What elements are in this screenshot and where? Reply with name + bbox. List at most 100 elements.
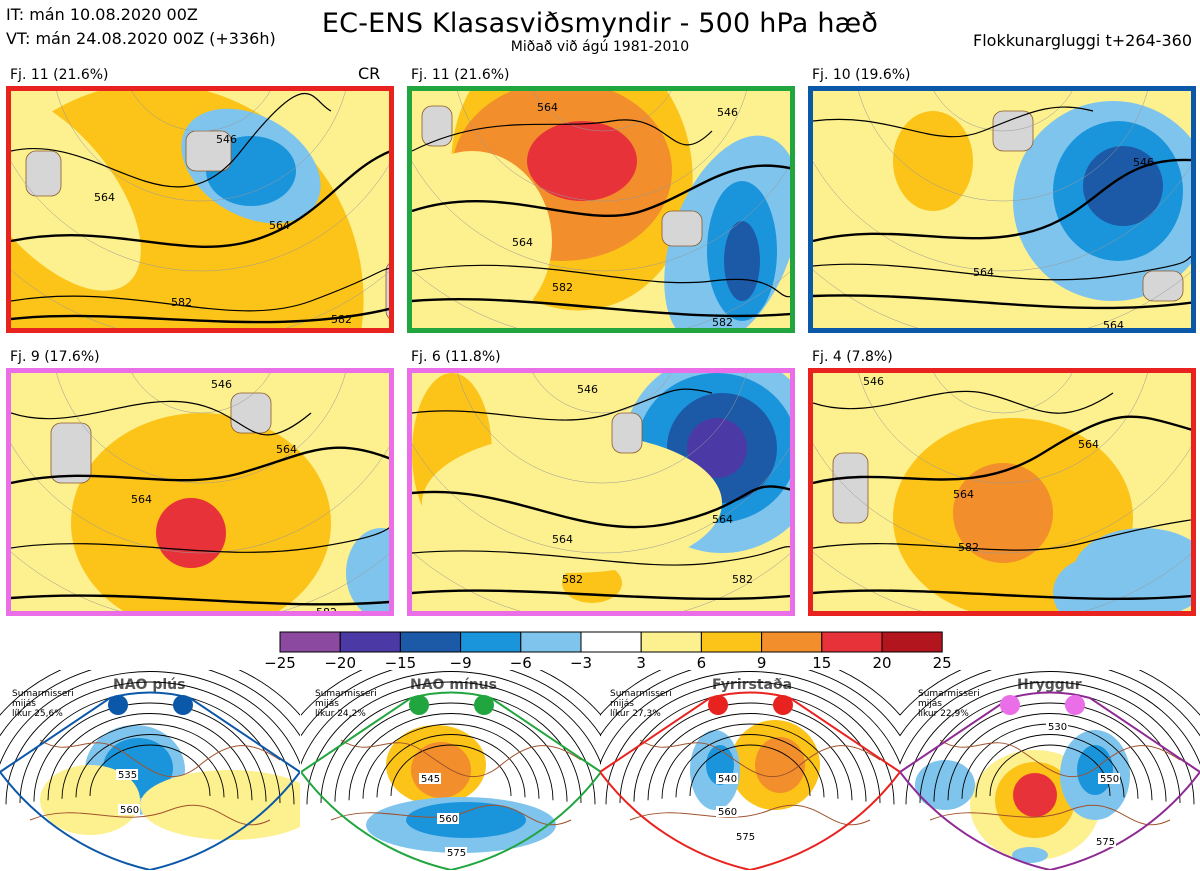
graticule <box>933 373 1073 414</box>
regime-contour-label: 560 <box>120 805 139 816</box>
colorbar-segment <box>460 631 522 653</box>
regime-height-contour <box>605 681 895 805</box>
regime-height-contour <box>301 671 601 766</box>
contour-label-bg <box>1094 836 1116 847</box>
anomaly-field <box>893 111 973 211</box>
colorbar-tick-label: −15 <box>384 654 417 672</box>
contour-label: 546 <box>577 383 598 396</box>
panel-4-label: Fj. 9 (17.6%) <box>10 349 100 365</box>
contour-label: 546 <box>1133 156 1154 169</box>
panel-1-label: Fj. 11 (21.6%) <box>10 67 109 83</box>
regime-anomaly-field <box>411 742 471 798</box>
height-contour <box>412 164 790 218</box>
panel-1-tag: CR <box>358 64 381 83</box>
contour-label-bg <box>116 769 138 780</box>
regime-height-contour <box>47 713 253 801</box>
regime-anomaly-field <box>140 770 300 840</box>
colorbar-segment <box>821 631 883 653</box>
cluster-map-2: 546 564 564 582 582 <box>407 86 795 333</box>
colorbar-tick-label: 20 <box>872 654 892 672</box>
contour-label: 582 <box>171 296 192 309</box>
landmass <box>230 392 272 434</box>
contour-label: 564 <box>512 236 533 249</box>
coastline <box>929 804 1171 826</box>
regime-fan-outline <box>900 691 1200 870</box>
contour-label: 582 <box>712 316 733 329</box>
regime-height-contour <box>675 734 825 798</box>
contour-label: 582 <box>331 313 352 326</box>
contour-label: 582 <box>316 606 337 613</box>
regime-fan-outline <box>600 691 900 870</box>
regime-title: NAO mínus <box>410 677 497 693</box>
regime-height-contour <box>306 681 596 805</box>
colorbar-tick-label: −6 <box>509 654 532 672</box>
contour-label-bg <box>419 773 441 784</box>
regime-contour-label: 560 <box>439 814 458 825</box>
coastline <box>330 804 572 826</box>
contour-label: 564 <box>94 191 115 204</box>
graticule <box>11 443 389 554</box>
regime-height-contour <box>5 681 295 805</box>
graticule <box>933 91 1073 132</box>
init-time-label: IT: mán 10.08.2020 00Z <box>6 5 198 24</box>
contour-label: 582 <box>732 573 753 586</box>
regime-nao-minus: Sumarmisseri mijás líkur 24,2% NAO mínus… <box>301 670 601 870</box>
height-contour <box>412 388 713 421</box>
regime-title: Hryggur <box>1017 677 1082 693</box>
landmass <box>185 130 232 172</box>
regime-nao-plus: Sumarmisseri mijás líkur 25,6% NAO plús … <box>0 670 300 870</box>
panel-2-label: Fj. 11 (21.6%) <box>411 67 510 83</box>
regime-anomaly-field <box>406 802 526 838</box>
page-title: EC-ENS Klasasviðsmyndir - 500 hPa hæð <box>321 8 879 39</box>
regime-anomaly-field <box>1012 847 1048 863</box>
regime-height-contour <box>661 723 839 799</box>
contour-label-bg <box>1098 773 1120 784</box>
colorbar-tick-label: −3 <box>569 654 593 672</box>
regime-contour-label: 575 <box>447 848 466 859</box>
coastline <box>39 739 281 778</box>
contour-label: 564 <box>269 219 290 232</box>
colorbar-tick-label: −25 <box>264 654 296 672</box>
height-contour <box>813 390 1114 414</box>
height-contour <box>813 589 1191 601</box>
page-subtitle: Miðað við ágú 1981-2010 <box>510 39 690 55</box>
colorbar-segment <box>279 631 341 653</box>
regime-marker-dot <box>1000 695 1020 715</box>
coastline <box>29 804 271 826</box>
regime-note: Sumarmisseri mijás líkur 25,6% <box>12 689 74 719</box>
graticule <box>412 161 790 272</box>
regime-height-contour <box>33 702 267 802</box>
colorbar-tick-label: 9 <box>756 654 767 672</box>
regime-marker-dot <box>1065 695 1085 715</box>
graticule <box>532 91 672 132</box>
graticule <box>11 161 389 272</box>
classification-window-label: Flokkunargluggi t+264-360 <box>973 31 1192 50</box>
contour-label-bg <box>118 804 140 815</box>
graticule <box>56 91 346 202</box>
regime-blocking: Sumarmisseri mijás líkur 27,3% Fyrirstað… <box>600 670 900 870</box>
graticule <box>457 91 747 202</box>
coastline <box>340 739 582 778</box>
regime-height-contour <box>75 734 225 798</box>
regime-contour-label: 545 <box>421 774 440 785</box>
regime-ridge: Sumarmisseri mijás líkur 22,9% Hryggur 5… <box>900 670 1200 870</box>
colorbar-segment <box>520 631 582 653</box>
panel-5-label: Fj. 6 (11.8%) <box>411 349 501 365</box>
colorbar-segment <box>761 631 823 653</box>
height-contour <box>11 307 389 324</box>
contour-label: 564 <box>276 443 297 456</box>
regime-height-contour <box>905 681 1195 805</box>
colorbar-tick-label: 15 <box>812 654 832 672</box>
landmass <box>661 210 703 247</box>
height-contour <box>813 106 1094 138</box>
anomaly-field <box>724 221 760 301</box>
cluster-map-6: 546 564 564 582 <box>808 368 1196 616</box>
landmass <box>832 452 869 524</box>
regime-contour-label: 550 <box>1100 774 1119 785</box>
height-contour <box>11 267 389 312</box>
anomaly-field <box>11 393 71 513</box>
colorbar-segment <box>580 631 642 653</box>
anomaly-field <box>422 433 722 573</box>
regime-contour-label: 540 <box>718 774 737 785</box>
contour-label: 564 <box>1078 438 1099 451</box>
